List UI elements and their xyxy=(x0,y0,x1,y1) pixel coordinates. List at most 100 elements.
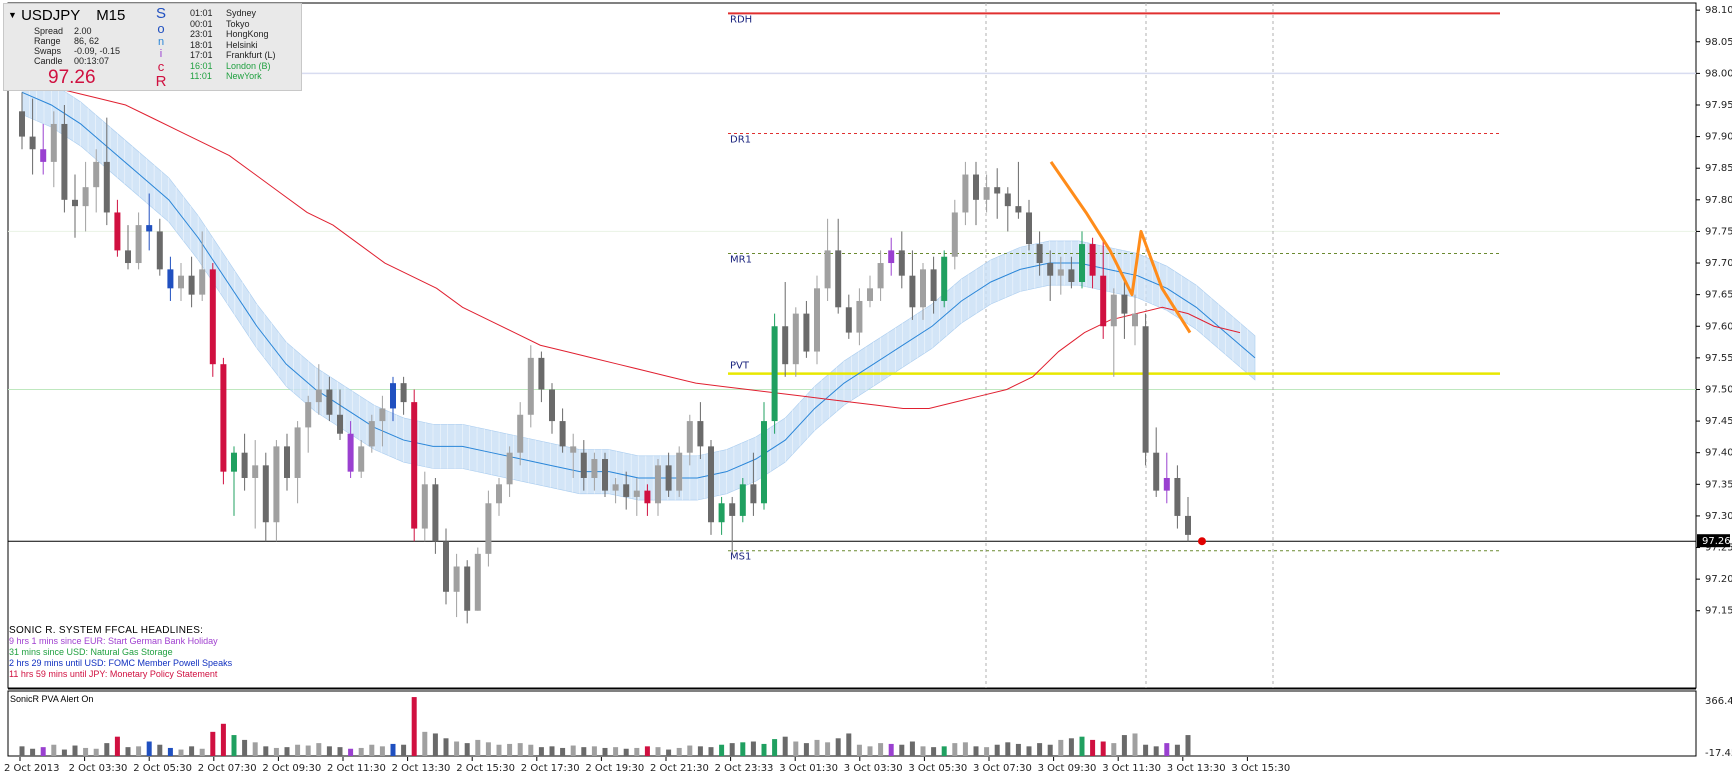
volume-bar xyxy=(1047,744,1053,756)
volume-bar xyxy=(867,746,873,756)
volume-bar xyxy=(252,742,258,756)
ema-blue-line xyxy=(21,91,1256,479)
candle-body xyxy=(930,269,937,301)
candle-body xyxy=(580,452,587,478)
candle-body xyxy=(676,452,683,491)
candle-body xyxy=(262,465,269,523)
volume-bar xyxy=(61,749,67,756)
sonic-letter: i xyxy=(159,48,163,60)
candle-body xyxy=(72,199,78,207)
candle-body xyxy=(29,136,36,150)
volume-bar xyxy=(1079,736,1085,756)
volume-bar xyxy=(602,747,608,756)
candle-body xyxy=(1004,193,1011,207)
y-tick-label: 97.65 xyxy=(1705,290,1732,301)
info-value-candle: 00:13:07 xyxy=(74,56,110,66)
x-tick-label: 2 Oct 21:30 xyxy=(650,763,709,774)
volume-bar xyxy=(740,742,746,756)
candle-body xyxy=(1153,452,1160,491)
session-row: 00:01 Tokyo xyxy=(190,19,276,30)
candle-body xyxy=(1174,477,1181,516)
volume-bar xyxy=(210,731,216,756)
collapse-triangle-icon[interactable]: ▼ xyxy=(8,10,17,20)
candle-body xyxy=(549,389,555,422)
symbol-title[interactable]: ▼ USDJPY M15 xyxy=(8,7,125,24)
info-value-swaps: -0.09, -0.15 xyxy=(74,46,121,56)
volume-bar xyxy=(984,747,990,756)
volume-bar xyxy=(761,743,767,756)
volume-bar xyxy=(973,746,979,756)
volume-bar xyxy=(51,744,57,756)
pivot-label-dr1: DR1 xyxy=(730,134,751,145)
volume-bar xyxy=(178,749,184,756)
volume-bar xyxy=(888,743,894,756)
candle-body xyxy=(496,484,502,504)
volume-bar xyxy=(507,743,513,756)
candle-body xyxy=(771,326,778,422)
volume-bar xyxy=(104,743,110,756)
x-tick-label: 3 Oct 09:30 xyxy=(1038,763,1097,774)
volume-bar xyxy=(167,747,173,756)
headline-item: 2 hrs 29 mins until USD: FOMC Member Pow… xyxy=(9,658,233,668)
volume-min-label: -17.45 xyxy=(1705,748,1732,759)
x-tick-label: 2 Oct 13:30 xyxy=(392,763,451,774)
candle-body xyxy=(782,326,789,365)
sonic-letter: n xyxy=(157,36,165,48)
x-tick-label: 2 Oct 23:33 xyxy=(715,763,774,774)
volume-bar xyxy=(242,739,248,756)
candle-body xyxy=(835,250,842,308)
x-tick-label: 2 Oct 03:30 xyxy=(69,763,128,774)
candle-body xyxy=(867,288,873,301)
volume-bar xyxy=(454,741,460,756)
volume-bar xyxy=(570,745,576,756)
volume-bar xyxy=(485,742,491,756)
volume-max-label: 366.45 xyxy=(1705,696,1732,707)
session-name: Frankfurt (L) xyxy=(226,50,276,60)
volume-bar xyxy=(1037,743,1043,756)
volume-bar xyxy=(623,748,629,756)
volume-bar xyxy=(687,745,693,756)
volume-bar xyxy=(1015,743,1021,756)
candle-body xyxy=(708,446,714,523)
volume-bar xyxy=(814,739,820,756)
candle-body xyxy=(188,275,195,295)
candle-body xyxy=(739,484,746,516)
volume-bar xyxy=(422,731,428,756)
volume-bar xyxy=(295,744,301,756)
volume-bar xyxy=(83,747,89,756)
volume-bar xyxy=(93,748,99,756)
volume-bar xyxy=(432,733,438,756)
volume-panel-title: SonicR PVA Alert On xyxy=(10,694,94,704)
headlines-box: SONIC R. SYSTEM FFCAL HEADLINES: 9 hrs 1… xyxy=(9,625,232,680)
candle-body xyxy=(146,225,153,232)
volume-bar xyxy=(411,697,417,756)
candle-body xyxy=(845,307,852,333)
candle-body xyxy=(623,484,630,497)
volume-bar xyxy=(676,747,682,756)
candle-body xyxy=(1057,269,1064,276)
volume-bar xyxy=(952,743,958,756)
candle-body xyxy=(962,174,969,213)
volume-bar xyxy=(220,723,226,756)
volume-panel-frame xyxy=(7,690,1697,757)
volume-bar xyxy=(613,747,619,756)
y-tick-label: 98.10 xyxy=(1705,5,1732,16)
volume-bar xyxy=(538,747,544,756)
volume-bar xyxy=(962,742,968,756)
y-tick-label: 98.00 xyxy=(1705,68,1732,79)
volume-bar xyxy=(581,747,587,756)
volume-bar xyxy=(666,749,672,756)
candle-body xyxy=(1089,244,1096,276)
candle-body xyxy=(421,484,428,529)
volume-bar xyxy=(1153,746,1159,756)
candle-body xyxy=(1047,263,1054,276)
volume-bar xyxy=(793,741,799,756)
x-tick-label: 2 Oct 05:30 xyxy=(133,763,192,774)
candle-body xyxy=(443,541,449,592)
candle-body xyxy=(305,402,312,428)
sonic-letter: o xyxy=(157,21,165,36)
volume-bar xyxy=(146,741,152,756)
candle-body xyxy=(464,566,471,611)
volume-bar xyxy=(517,743,523,756)
